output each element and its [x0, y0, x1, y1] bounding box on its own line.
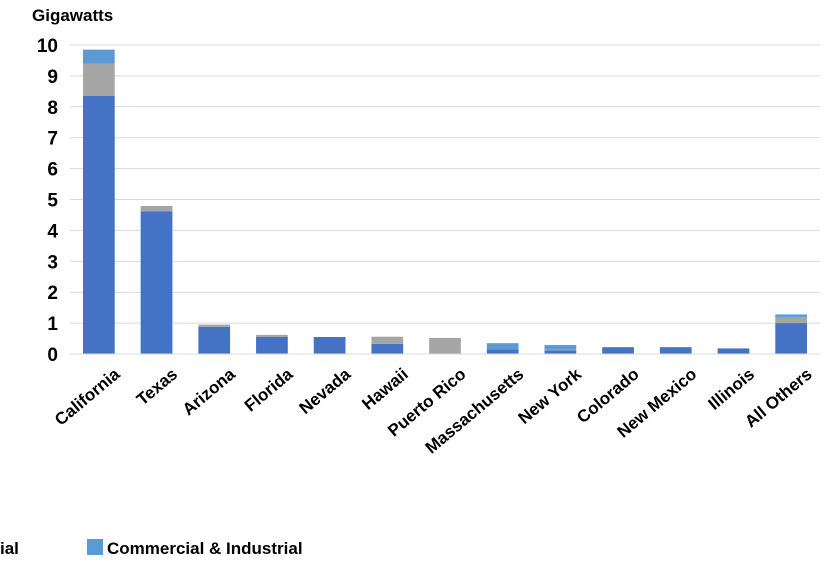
bar-segment-2 — [775, 316, 808, 324]
bar-segment-1 — [486, 349, 519, 354]
legend-swatch — [87, 539, 103, 555]
bar-segment-2 — [198, 324, 231, 327]
bar-segment-1 — [140, 211, 173, 354]
y-tick-label: 2 — [47, 283, 58, 304]
y-tick-label: 3 — [47, 252, 58, 273]
bar-segment-1 — [602, 347, 634, 354]
y-tick-label: 1 — [47, 314, 58, 335]
y-tick-label: 6 — [47, 160, 58, 181]
y-tick-label: 0 — [47, 345, 58, 366]
y-axis-label: Gigawatts — [32, 6, 113, 25]
bar-segment-1 — [659, 347, 692, 354]
legend: ial Commercial & Industrial — [0, 539, 303, 558]
bar-segment-1 — [313, 337, 346, 354]
bar-segment-3 — [775, 314, 808, 317]
x-tick-label: California — [51, 364, 124, 429]
x-tick-label: Massachusetts — [422, 365, 528, 458]
bar-segment-2 — [544, 349, 577, 351]
x-tick-label: Florida — [241, 364, 297, 415]
bar-segment-3 — [82, 49, 115, 64]
bars — [82, 49, 808, 355]
bar-segment-3 — [486, 343, 519, 350]
y-tick-label: 9 — [47, 67, 58, 88]
bar-segment-1 — [717, 348, 750, 354]
y-tick-label: 5 — [47, 191, 58, 212]
y-tick-label: 10 — [37, 36, 58, 57]
bar-segment-3 — [544, 345, 577, 350]
x-tick-label: Arizona — [179, 364, 239, 419]
bar-segment-1 — [371, 343, 404, 354]
y-tick-labels: 0 1 2 3 4 5 6 7 8 9 10 — [37, 36, 59, 366]
bar-segment-1 — [544, 350, 577, 354]
legend-label: Commercial & Industrial — [107, 539, 303, 558]
bar-segment-2 — [82, 63, 115, 96]
bar-segment-1 — [82, 95, 115, 355]
bar-segment-1 — [198, 326, 231, 354]
x-tick-label: Hawaii — [358, 365, 411, 414]
x-tick-label: Illinois — [705, 365, 758, 414]
y-tick-label: 8 — [47, 98, 58, 119]
bar-segment-1 — [256, 337, 288, 354]
gridlines — [70, 44, 820, 324]
bar-segment-2 — [429, 337, 461, 354]
bar-segment-1 — [775, 323, 808, 354]
y-tick-label: 4 — [47, 221, 58, 242]
bar-segment-2 — [140, 205, 173, 212]
x-tick-label: Texas — [133, 365, 181, 410]
x-tick-label: New York — [515, 364, 586, 428]
x-tick-label: Nevada — [296, 364, 355, 418]
bar-segment-2 — [371, 336, 404, 344]
y-tick-label: 7 — [47, 129, 58, 150]
bar-segment-2 — [256, 334, 288, 338]
legend-label: ial — [0, 539, 19, 558]
